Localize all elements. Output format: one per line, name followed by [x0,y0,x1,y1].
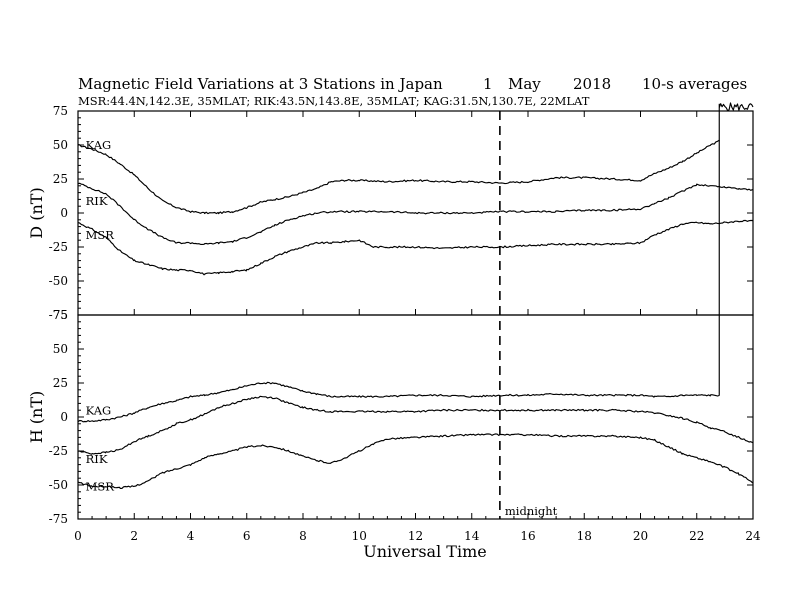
series-label-kag: KAG [86,138,112,152]
series-label-kag: KAG [86,403,112,417]
series-line-kag [77,139,720,215]
series-label-msr: MSR [86,228,115,242]
y-tick-label: -75 [49,308,68,322]
x-tick-label: 6 [243,529,251,543]
y-axis-label: H (nT) [27,391,46,444]
x-tick-label: 20 [633,529,648,543]
midnight-label: midnight [505,504,558,518]
x-tick-label: 22 [689,529,704,543]
series-label-rik: RIK [86,452,108,466]
x-tick-label: 4 [187,529,195,543]
x-axis-label: Universal Time [363,542,486,561]
y-tick-label: -25 [49,444,68,458]
y-tick-label: -25 [49,240,68,254]
stations-info: MSR:44.4N,142.3E, 35MLAT; RIK:43.5N,143.… [78,94,590,108]
panel-frame [77,314,754,520]
panels-group: 75 50 25 0 -25 -50 -75 D (nT) KAG RIK MSR 75 50 25 0 -2… [27,102,754,526]
y-tick-label: 50 [53,138,68,152]
y-tick-label: -50 [49,478,68,492]
series-line-msr [77,433,754,489]
x-tick-label: 10 [352,529,367,543]
y-axis-label: D (nT) [27,187,46,238]
series-line-rik [77,182,754,245]
x-tick-label: 14 [464,529,480,543]
x-tick-label: 2 [130,529,138,543]
y-tick-label: 0 [60,410,68,424]
chart-title: Magnetic Field Variations at 3 Stations … [78,75,443,93]
y-tick-label: 75 [53,104,68,118]
y-tick-label: 25 [53,376,68,390]
y-tick-label: 75 [53,308,68,322]
chart-date-month: May [508,75,541,93]
panel-0: 75 50 25 0 -25 -50 -75 D (nT) KAG RIK MSR [27,104,754,322]
series-label-rik: RIK [86,194,108,208]
x-tick-label: 8 [299,529,307,543]
series-line-kag [77,381,720,423]
x-tick-label: 16 [520,529,535,543]
y-tick-label: -75 [49,512,68,526]
y-tick-label: 0 [60,206,68,220]
y-tick-label: 25 [53,172,68,186]
y-tick-label: 50 [53,342,68,356]
series-line-rik [77,395,754,455]
x-tick-label: 12 [408,529,423,543]
y-tick-label: -50 [49,274,68,288]
x-tick-label: 18 [577,529,592,543]
series-line-msr [77,219,754,276]
storm-onset-spike [718,102,754,396]
chart-date-day: 1 [483,75,493,93]
chart-date-year: 2018 [573,75,611,93]
x-tick-label: 24 [745,529,761,543]
x-tick-label: 0 [74,529,82,543]
chart-averaging: 10-s averages [642,75,747,93]
panel-1: 75 50 25 0 -25 -50 -75 H (nT) KAG RIK MSR [27,308,754,526]
series-label-msr: MSR [86,479,115,493]
x-axis: 0 2 4 6 8 10 12 14 16 18 20 22 24 [74,111,761,543]
